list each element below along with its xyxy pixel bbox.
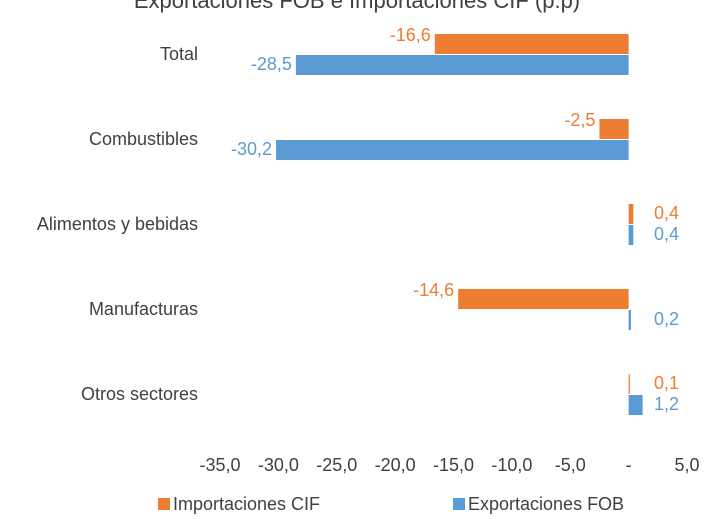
x-tick-label: -25,0 bbox=[316, 455, 357, 475]
bar bbox=[599, 119, 629, 139]
legend-swatch bbox=[158, 498, 170, 510]
bar bbox=[295, 55, 629, 75]
data-label: 0,4 bbox=[654, 203, 679, 223]
bar bbox=[628, 374, 630, 394]
bar bbox=[628, 395, 643, 415]
chart-title: Exportaciones FOB e Importaciones CIF (p… bbox=[134, 0, 580, 13]
legend-swatch bbox=[453, 498, 465, 510]
data-label: 0,1 bbox=[654, 373, 679, 393]
category-label: Otros sectores bbox=[81, 384, 198, 404]
bar bbox=[628, 310, 631, 330]
data-label: 1,2 bbox=[654, 394, 679, 414]
x-tick-label: -15,0 bbox=[433, 455, 474, 475]
legend-label: Importaciones CIF bbox=[173, 494, 320, 514]
bar bbox=[276, 140, 629, 160]
category-label: Combustibles bbox=[89, 129, 198, 149]
bar bbox=[628, 225, 634, 245]
x-tick-label: - bbox=[626, 455, 632, 475]
data-label: -16,6 bbox=[390, 25, 431, 45]
x-tick-label: -30,0 bbox=[258, 455, 299, 475]
bar bbox=[434, 34, 629, 54]
data-label: -28,5 bbox=[251, 54, 292, 74]
x-tick-label: 5,0 bbox=[674, 455, 699, 475]
x-tick-label: -35,0 bbox=[199, 455, 240, 475]
bar bbox=[458, 289, 629, 309]
x-tick-label: -20,0 bbox=[375, 455, 416, 475]
legend-label: Exportaciones FOB bbox=[468, 494, 624, 514]
x-tick-label: -5,0 bbox=[555, 455, 586, 475]
x-tick-label: -10,0 bbox=[491, 455, 532, 475]
data-label: -14,6 bbox=[413, 280, 454, 300]
data-label: 0,4 bbox=[654, 224, 679, 244]
data-label: 0,2 bbox=[654, 309, 679, 329]
category-label: Alimentos y bebidas bbox=[37, 214, 198, 234]
category-label: Total bbox=[160, 44, 198, 64]
bar bbox=[628, 204, 634, 224]
category-label: Manufacturas bbox=[89, 299, 198, 319]
data-label: -30,2 bbox=[231, 139, 272, 159]
data-label: -2,5 bbox=[564, 110, 595, 130]
